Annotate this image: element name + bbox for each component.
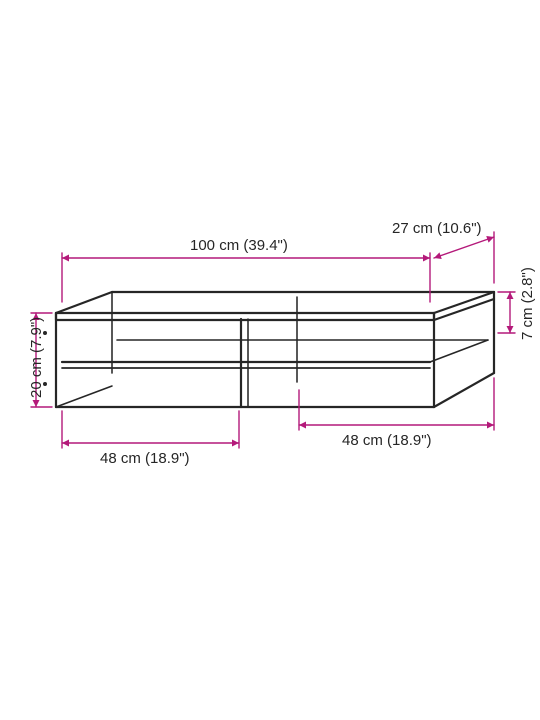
dim-label-depth_27: 27 cm (10.6") bbox=[392, 220, 482, 237]
dim-label-right_48: 48 cm (18.9") bbox=[342, 432, 432, 449]
dim-label-height_20: 20 cm (7.9") bbox=[28, 317, 45, 398]
dim-label-left_48: 48 cm (18.9") bbox=[100, 450, 190, 467]
dimension-diagram-svg bbox=[0, 0, 540, 720]
dim-label-width_100: 100 cm (39.4") bbox=[190, 237, 288, 254]
diagram-stage: 100 cm (39.4") 27 cm (10.6") 20 cm (7.9") 7… bbox=[0, 0, 540, 720]
dim-label-shelf_7: 7 cm (2.8") bbox=[519, 267, 536, 340]
